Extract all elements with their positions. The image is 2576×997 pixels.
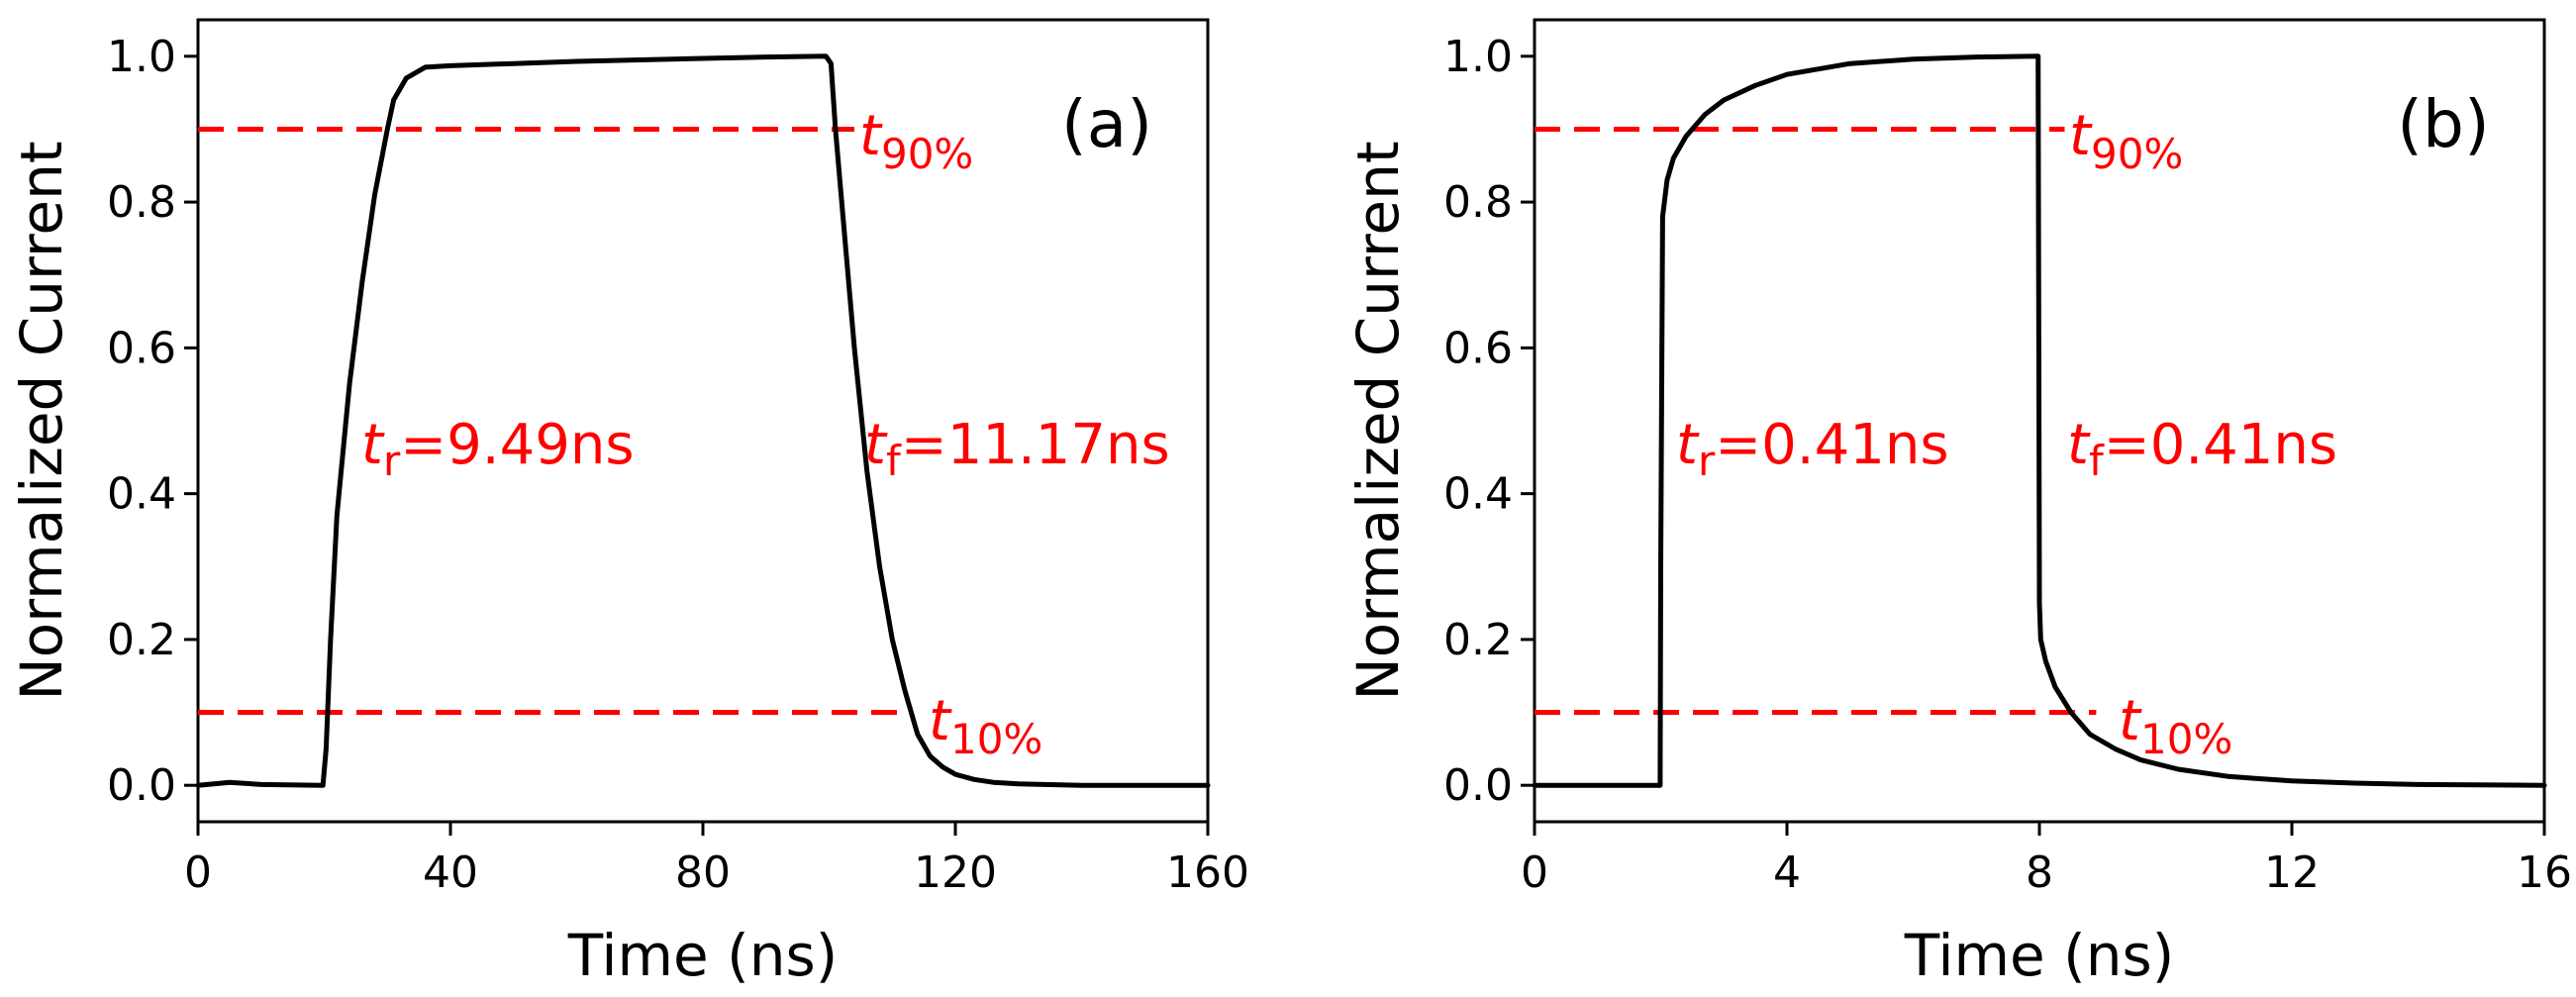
panel-a-x-tick-label: 160 xyxy=(1166,847,1249,898)
panel-b-x-tick-label: 8 xyxy=(2026,847,2053,898)
panel-a-rise-value: =9.49ns xyxy=(400,413,634,477)
panel-b-t90-subscript: 90% xyxy=(2091,130,2183,178)
panel-a-current-curve xyxy=(195,53,1211,788)
panel-b-rise-value: =0.41ns xyxy=(1715,413,1948,477)
panel-a-rise-time-annotation: tr=9.49ns xyxy=(361,413,635,485)
panel-b-x-tick-label: 16 xyxy=(2517,847,2572,898)
panel-b-t10-subscript: 10% xyxy=(2140,715,2232,763)
panel-a-y-axis-title: Normalized Current xyxy=(8,141,75,700)
panel-b-current-curve xyxy=(1532,53,2547,788)
panel-a-t10-label: t10% xyxy=(929,689,1042,763)
panel-b-fall-symbol: t xyxy=(2067,413,2091,477)
panel-b-fall-time-annotation: tf=0.41ns xyxy=(2067,413,2337,485)
panel-a-y-tick-label: 0.4 xyxy=(107,469,176,520)
panel-a-y-tick-label: 1.0 xyxy=(107,32,176,82)
panel-b-y-tick-label: 0.0 xyxy=(1443,760,1513,811)
panel-b-rise-symbol: t xyxy=(1676,413,1700,477)
panel-a-t10-subscript: 10% xyxy=(950,715,1042,763)
panel-a-x-tick-label: 120 xyxy=(914,847,997,898)
panel-b-rise-subscript: r xyxy=(1698,437,1716,485)
panel-a-y-tick-label: 0.2 xyxy=(107,615,176,665)
panel-a-fall-subscript: f xyxy=(886,437,902,485)
panel-a-y-tick-label: 0.8 xyxy=(107,177,176,228)
panel-b-reference-lines xyxy=(1535,126,2097,716)
panel-a-fall-symbol: t xyxy=(864,413,888,477)
panel-b-y-tick-label: 1.0 xyxy=(1443,32,1513,82)
panel-b-fall-subscript: f xyxy=(2089,437,2105,485)
panel-b-x-tick-label: 4 xyxy=(1773,847,1801,898)
panel-a-t10-symbol: t xyxy=(929,689,952,753)
panel-b-y-tick-label: 0.2 xyxy=(1443,615,1513,665)
panel-a-ticks xyxy=(184,54,1210,836)
panel-b-x-tick-label: 0 xyxy=(1521,847,1548,898)
panel-b-t10-label: t10% xyxy=(2119,689,2232,763)
panel-b-y-tick-label: 0.4 xyxy=(1443,469,1513,520)
panel-b: 0.0 0.2 0.4 0.6 0.8 1.0 0 4 8 12 16 Time… xyxy=(1344,18,2572,989)
panel-a-x-tick-label: 0 xyxy=(184,847,212,898)
panel-a-y-tick-label: 0.0 xyxy=(107,760,176,811)
panel-a-label: (a) xyxy=(1061,86,1152,162)
panel-b-rise-time-annotation: tr=0.41ns xyxy=(1676,413,1949,485)
panel-b-x-tick-label: 12 xyxy=(2264,847,2320,898)
panel-b-series xyxy=(1532,53,2547,788)
panel-a-fall-value: =11.17ns xyxy=(901,413,1170,477)
panel-b-t10-symbol: t xyxy=(2119,689,2142,753)
panel-a-t90-label: t90% xyxy=(859,104,973,178)
panel-a-x-tick-label: 40 xyxy=(423,847,478,898)
panel-a-series xyxy=(195,53,1211,788)
panel-a-reference-lines xyxy=(198,126,905,716)
panel-a-fall-time-annotation: tf=11.17ns xyxy=(864,413,1170,485)
panel-b-fall-value: =0.41ns xyxy=(2104,413,2337,477)
panel-b-y-tick-label: 0.8 xyxy=(1443,177,1513,228)
panel-a-x-tick-label: 80 xyxy=(675,847,731,898)
panel-b-y-axis-title: Normalized Current xyxy=(1344,141,1412,700)
panel-b-ticks xyxy=(1521,54,2546,836)
panel-a-x-axis-title: Time (ns) xyxy=(567,922,839,989)
panel-a-y-tick-label: 0.6 xyxy=(107,323,176,373)
panel-b-x-axis-title: Time (ns) xyxy=(1904,922,2175,989)
panel-a-rise-subscript: r xyxy=(383,437,401,485)
panel-b-y-tick-label: 0.6 xyxy=(1443,323,1513,373)
panel-a-t90-subscript: 90% xyxy=(881,130,973,178)
panel-b-t90-label: t90% xyxy=(2069,104,2183,178)
panel-b-t90-symbol: t xyxy=(2069,104,2093,168)
panel-a-t90-symbol: t xyxy=(859,104,883,168)
panel-a: 0.0 0.2 0.4 0.6 0.8 1.0 0 40 80 120 160 … xyxy=(8,18,1249,989)
panel-a-rise-symbol: t xyxy=(361,413,385,477)
panel-b-label: (b) xyxy=(2397,86,2489,162)
